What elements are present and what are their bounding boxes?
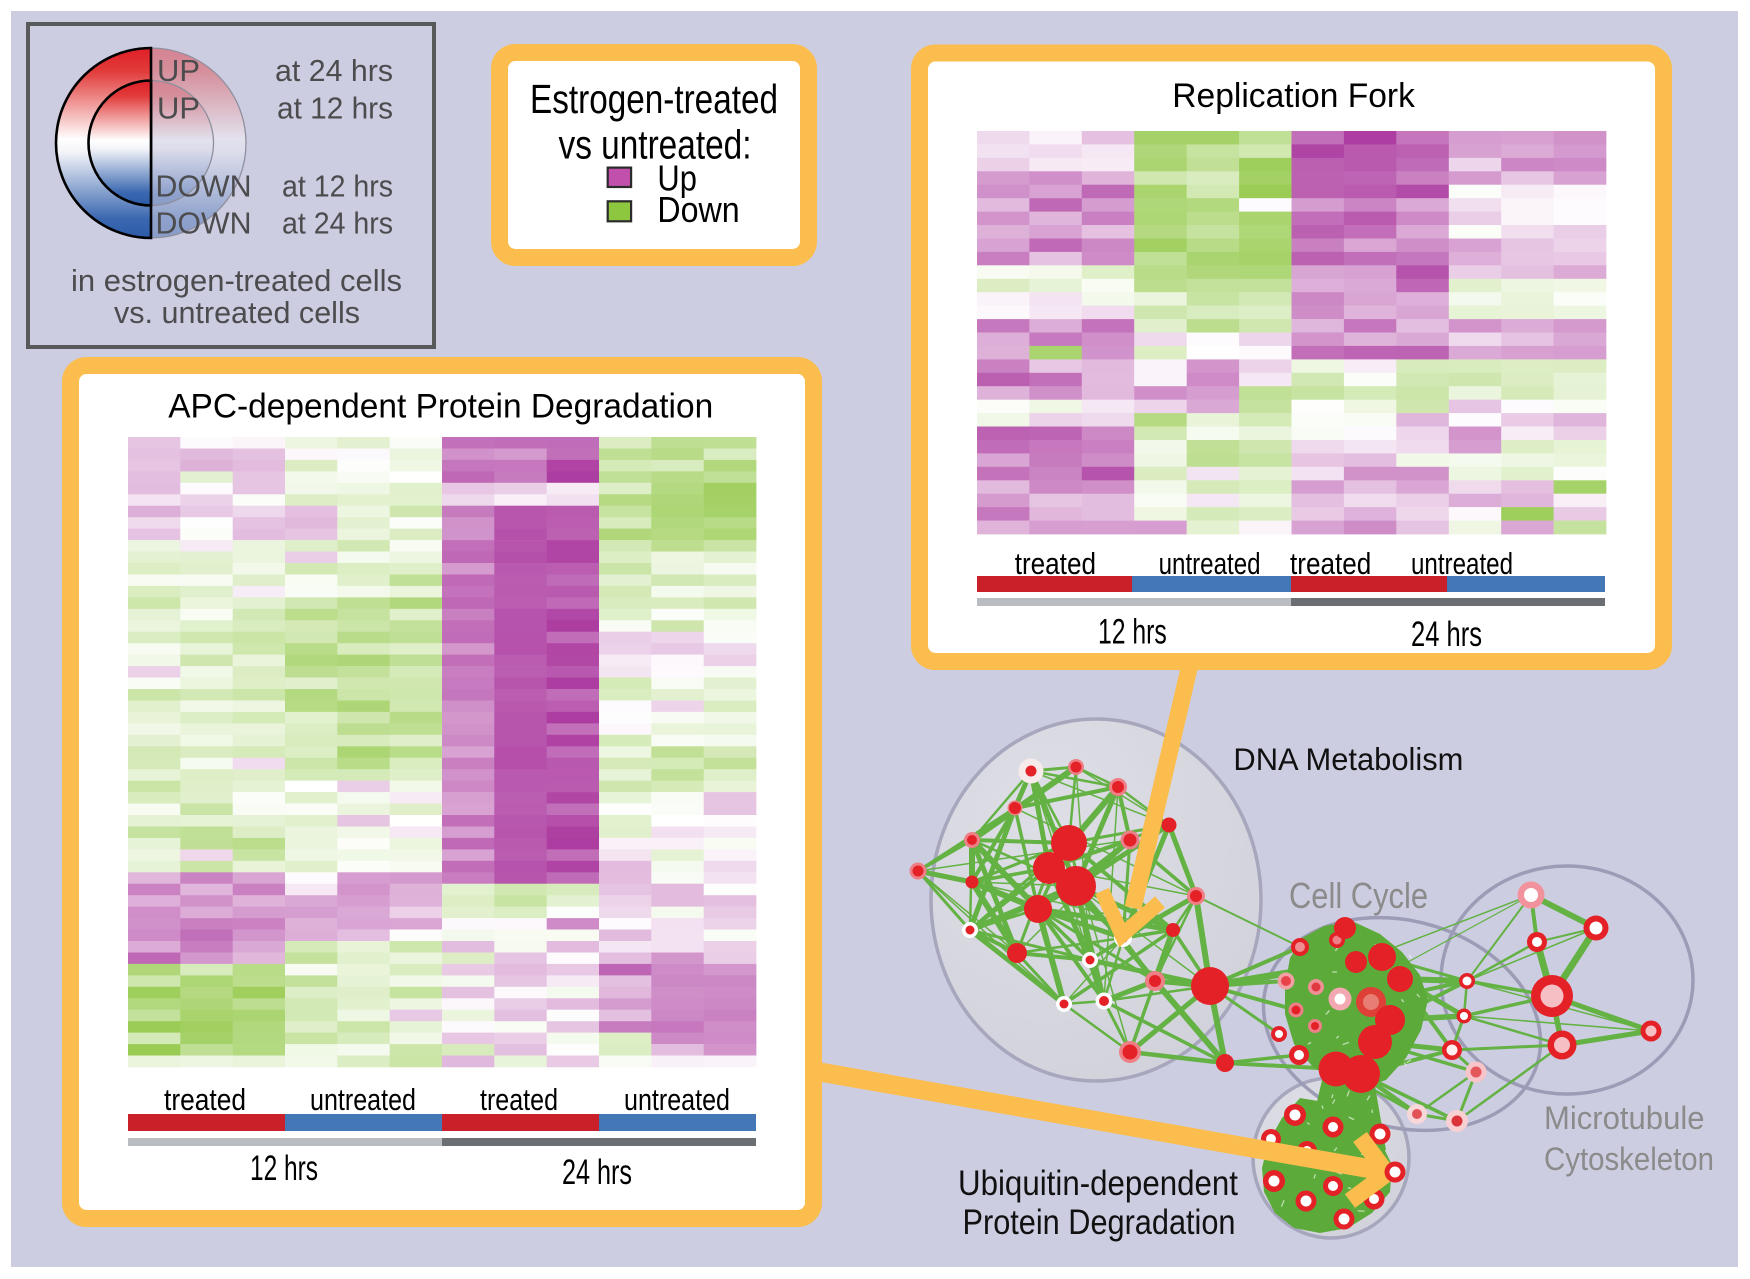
svg-text:Replication Fork: Replication Fork (1172, 77, 1415, 115)
svg-text:Estrogen-treated: Estrogen-treated (530, 76, 778, 122)
svg-text:untreated: untreated (310, 1082, 416, 1117)
svg-text:Microtubule: Microtubule (1544, 1100, 1705, 1136)
svg-text:Protein Degradation: Protein Degradation (963, 1203, 1236, 1242)
svg-text:vs untreated:: vs untreated: (559, 121, 752, 167)
svg-text:12 hrs: 12 hrs (250, 1149, 318, 1188)
svg-text:UP: UP (157, 91, 200, 126)
svg-text:DOWN: DOWN (156, 205, 252, 240)
svg-text:Cytoskeleton: Cytoskeleton (1544, 1141, 1714, 1177)
svg-text:in estrogen-treated cells: in estrogen-treated cells (71, 263, 402, 298)
svg-text:12 hrs: 12 hrs (1098, 613, 1167, 652)
svg-text:treated: treated (480, 1082, 558, 1117)
svg-text:24 hrs: 24 hrs (562, 1153, 632, 1192)
svg-text:UP: UP (157, 53, 200, 88)
svg-text:treated: treated (1290, 546, 1371, 581)
svg-text:at 24 hrs: at 24 hrs (282, 205, 393, 240)
svg-text:treated: treated (164, 1082, 246, 1117)
svg-text:at 12 hrs: at 12 hrs (277, 91, 393, 126)
svg-text:treated: treated (1015, 546, 1096, 581)
svg-text:APC-dependent Protein Degradat: APC-dependent Protein Degradation (168, 388, 713, 426)
svg-text:Up: Up (657, 157, 697, 198)
svg-text:vs. untreated cells: vs. untreated cells (114, 295, 360, 330)
svg-text:24 hrs: 24 hrs (1411, 615, 1482, 654)
svg-text:DOWN: DOWN (156, 169, 252, 204)
svg-text:Down: Down (657, 189, 739, 230)
svg-text:Ubiquitin-dependent: Ubiquitin-dependent (958, 1164, 1238, 1203)
svg-text:Cell Cycle: Cell Cycle (1289, 875, 1428, 916)
svg-text:DNA Metabolism: DNA Metabolism (1233, 741, 1463, 777)
svg-text:untreated: untreated (624, 1082, 730, 1117)
svg-text:untreated: untreated (1411, 546, 1513, 581)
svg-text:at 12 hrs: at 12 hrs (282, 169, 393, 204)
svg-text:untreated: untreated (1159, 546, 1261, 581)
svg-text:at 24 hrs: at 24 hrs (275, 53, 393, 88)
